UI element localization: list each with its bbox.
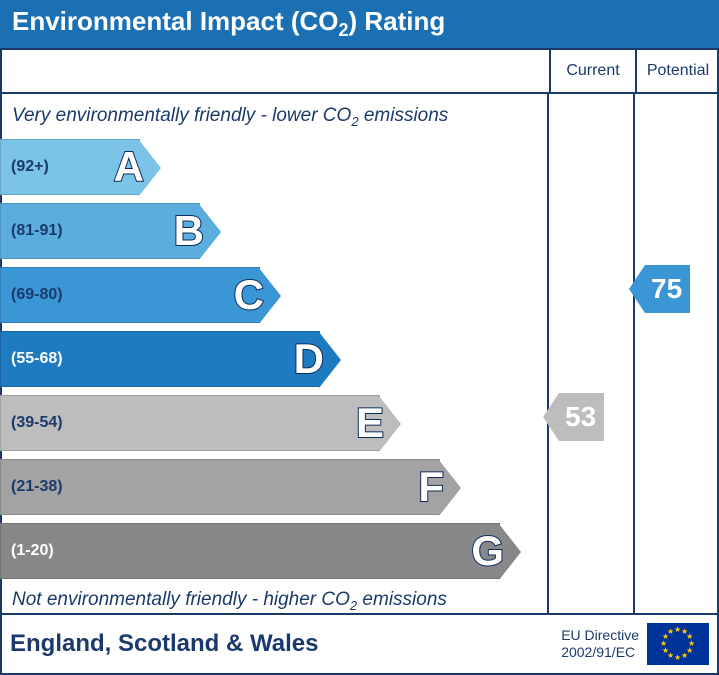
footer-right: EU Directive 2002/91/EC ★★★★★★★★★★★★ [561,623,709,665]
title-sub: 2 [339,21,349,41]
title-prefix: Environmental Impact (CO [12,6,339,36]
header-row: Current Potential [0,50,719,94]
current-column: 53 [549,94,635,615]
band-bar-g: (1-20)G [0,523,500,579]
potential-pointer-tip [629,265,645,313]
band-letter-a: A [114,143,144,191]
eu-directive-text: EU Directive 2002/91/EC [561,627,639,661]
caption-top: Very environmentally friendly - lower CO… [0,102,547,132]
band-range-e: (39-54) [1,414,63,432]
eu-star: ★ [667,627,674,636]
caption-top-sub: 2 [351,114,358,129]
band-letter-d: D [294,335,324,383]
header-spacer [0,50,551,92]
band-row-f: (21-38) F [0,458,547,516]
band-letter-g: G [471,527,504,575]
band-letter-e: E [356,399,384,447]
band-letter-b: B [174,207,204,255]
current-pointer-tip [543,393,559,441]
band-row-a: (92+) A [0,138,547,196]
band-range-a: (92+) [1,158,49,176]
band-bar-d: (55-68)D [0,331,320,387]
bars-column: Very environmentally friendly - lower CO… [0,94,549,615]
caption-bottom-suffix: emissions [357,589,447,610]
eu-star: ★ [681,651,688,660]
band-row-e: (39-54) E [0,394,547,452]
band-range-b: (81-91) [1,222,63,240]
band-letter-c: C [234,271,264,319]
potential-pointer: 75 [645,265,690,313]
band-bar-e: (39-54)E [0,395,380,451]
potential-column: 75 [635,94,717,615]
eu-line2: 2002/91/EC [561,644,639,661]
band-range-f: (21-38) [1,478,63,496]
caption-top-prefix: Very environmentally friendly - lower CO [12,105,351,126]
bars-list: (92+) A (81-91) B (69-80) C (55-68) D (39-54) E (2… [0,138,547,580]
band-row-d: (55-68) D [0,330,547,388]
band-bar-a: (92+)A [0,139,140,195]
band-range-g: (1-20) [1,542,54,560]
title-suffix: ) Rating [349,6,446,36]
band-bar-f: (21-38)F [0,459,440,515]
body-row: Very environmentally friendly - lower CO… [0,94,719,615]
header-current: Current [551,50,637,92]
eu-line1: EU Directive [561,627,639,644]
band-range-d: (55-68) [1,350,63,368]
title-bar: Environmental Impact (CO2) Rating [0,0,719,50]
epc-chart: Environmental Impact (CO2) Rating Curren… [0,0,719,675]
caption-bottom: Not environmentally friendly - higher CO… [0,586,547,616]
eu-star: ★ [674,653,681,662]
caption-bottom-prefix: Not environmentally friendly - higher CO [12,589,350,610]
band-letter-f: F [418,463,444,511]
caption-top-suffix: emissions [359,105,449,126]
band-bar-c: (69-80)C [0,267,260,323]
footer-region: England, Scotland & Wales [10,630,318,658]
eu-flag-icon: ★★★★★★★★★★★★ [647,623,709,665]
band-row-g: (1-20) G [0,522,547,580]
band-range-c: (69-80) [1,286,63,304]
band-bar-b: (81-91)B [0,203,200,259]
header-potential: Potential [637,50,719,92]
title-text: Environmental Impact (CO2) Rating [12,6,445,41]
band-row-b: (81-91) B [0,202,547,260]
current-pointer: 53 [559,393,604,441]
band-row-c: (69-80) C [0,266,547,324]
main-area: Current Potential Very environmentally f… [0,50,719,613]
footer: England, Scotland & Wales EU Directive 2… [0,613,719,673]
